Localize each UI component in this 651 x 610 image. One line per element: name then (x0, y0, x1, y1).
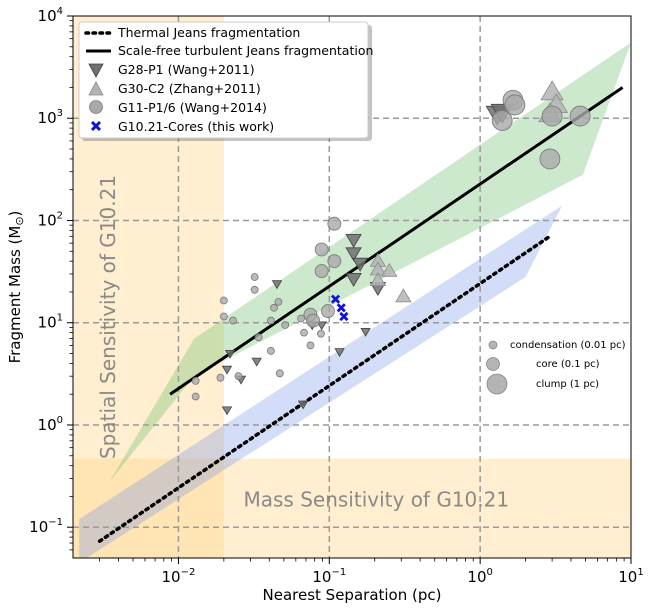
g30-point (369, 272, 387, 287)
g11-point (306, 313, 320, 328)
size-clump-icon (486, 373, 508, 395)
g11-point (539, 148, 561, 170)
g30-point (381, 262, 398, 277)
legend-box (78, 21, 369, 139)
g10-point (339, 311, 349, 322)
g28-point (316, 321, 327, 331)
x-tick-label: 100 (467, 567, 492, 586)
g11-point (191, 376, 200, 385)
y-axis-label-group: Fragment Mass (M⊙) (6, 211, 26, 364)
turbulent-band (109, 42, 631, 482)
g28-point (297, 400, 309, 410)
axis-ticks: 10−2 10−1 100 101 10−1 100 101 102 103 104 (29, 6, 644, 586)
g11-point (254, 333, 263, 342)
g28-point (224, 349, 236, 359)
g28-point (360, 327, 371, 337)
g11-point (327, 216, 342, 231)
g28-point (345, 272, 362, 287)
thermal-band (79, 205, 563, 558)
g11-point (219, 296, 228, 305)
legend: Thermal Jeans fragmentation Scale-free t… (78, 21, 373, 141)
g10-point (330, 294, 341, 304)
legend-thermal-label: Thermal Jeans fragmentation (117, 25, 300, 40)
legend-circle-icon (89, 100, 103, 114)
legend-g11-label: G11-P1/6 (Wang+2014) (118, 100, 267, 115)
legend-g30-label: G30-C2 (Zhang+2011) (118, 81, 261, 96)
thermal-jeans-line (97, 234, 552, 543)
x-tick-label: 10−2 (162, 567, 196, 586)
y-tick-label: 100 (38, 415, 63, 434)
g11-point (219, 312, 228, 321)
g30-point (395, 288, 412, 303)
size-condensation-icon (488, 340, 498, 350)
mass-sensitivity-label: Mass Sensitivity of G10.21 (244, 487, 510, 511)
y-tick-label: 101 (38, 313, 63, 332)
x-axis-label: Nearest Separation (pc) (263, 586, 442, 604)
g11-point (300, 328, 308, 337)
g11-point (234, 372, 243, 381)
turbulent-jeans-line (169, 86, 624, 396)
g28-point (271, 280, 283, 290)
g11-point (275, 369, 284, 378)
g11-point (266, 316, 275, 325)
g11-point (250, 273, 259, 281)
g11-point (229, 316, 237, 325)
g11-point (317, 329, 325, 338)
g11-point (314, 264, 329, 278)
size-core-label: core (0.1 pc) (536, 359, 600, 370)
y-tick-label: 103 (38, 108, 63, 127)
legend-g10-label: G10.21-Cores (this work) (118, 119, 274, 134)
legend-turbulent-label: Scale-free turbulent Jeans fragmentation (118, 43, 373, 58)
y-axis-label: Fragment Mass (M⊙) (6, 211, 26, 364)
g28-point (221, 406, 233, 416)
g28-point (345, 233, 362, 248)
g11-point (541, 105, 563, 127)
size-core-icon (486, 357, 500, 371)
g28-point (221, 365, 233, 375)
y-tick-label: 10−1 (29, 517, 63, 536)
g11-point (306, 341, 315, 350)
g28-point (351, 257, 369, 272)
g10-point (336, 303, 346, 313)
x-tick-label: 101 (618, 567, 643, 586)
plot-frame (72, 15, 632, 559)
g11-point (314, 242, 329, 257)
g11-point (191, 392, 200, 401)
y-tick-label: 102 (38, 210, 63, 229)
spatial-sensitivity-label: Spatial Sensitivity of G10.21 (96, 175, 120, 459)
g11-point (321, 304, 335, 318)
g11-point (297, 314, 305, 323)
g28-point (251, 357, 262, 367)
g11-point (327, 254, 342, 269)
g11-point (504, 94, 526, 116)
y-tick-label: 104 (38, 6, 63, 25)
size-legend: condensation (0.01 pc) core (0.1 pc) clu… (486, 340, 626, 395)
legend-cross-icon (90, 120, 102, 132)
g30-point (540, 80, 564, 101)
mass-sensitivity-region (73, 458, 631, 558)
g28-point (345, 247, 362, 262)
legend-triangle-down-icon (88, 63, 104, 78)
x-tick-label: 10−1 (312, 567, 346, 586)
g11-point (491, 110, 513, 131)
g11-point (274, 297, 283, 306)
g11-point (281, 321, 290, 329)
g28-point (334, 348, 345, 358)
g11-point (270, 303, 278, 312)
g11-point (216, 373, 225, 382)
size-condensation-label: condensation (0.01 pc) (510, 340, 626, 351)
size-clump-label: clump (1 pc) (536, 379, 599, 390)
data-points (191, 80, 591, 416)
legend-g28-label: G28-P1 (Wang+2011) (118, 62, 255, 77)
g11-point (250, 285, 259, 294)
g11-point (569, 105, 591, 127)
legend-triangle-up-icon (88, 81, 104, 96)
g11-point (266, 347, 275, 355)
